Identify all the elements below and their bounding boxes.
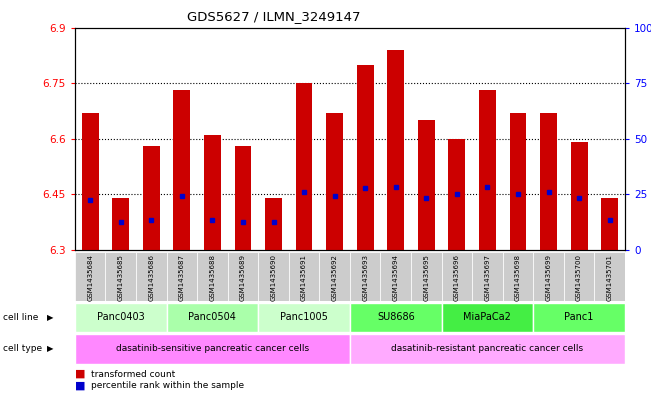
Bar <box>265 198 282 250</box>
Text: GSM1435690: GSM1435690 <box>271 254 277 301</box>
Text: GSM1435699: GSM1435699 <box>546 254 551 301</box>
Text: cell line: cell line <box>3 313 38 322</box>
Text: dasatinib-sensitive pancreatic cancer cells: dasatinib-sensitive pancreatic cancer ce… <box>116 344 309 353</box>
Bar <box>136 252 167 301</box>
Bar <box>602 198 618 250</box>
Bar <box>326 113 343 250</box>
Text: GSM1435686: GSM1435686 <box>148 254 154 301</box>
Text: Panc0504: Panc0504 <box>188 312 236 322</box>
Bar <box>350 252 380 301</box>
Bar <box>204 135 221 250</box>
Text: dasatinib-resistant pancreatic cancer cells: dasatinib-resistant pancreatic cancer ce… <box>391 344 583 353</box>
Bar <box>75 334 350 364</box>
Bar <box>82 113 98 250</box>
Text: ▶: ▶ <box>47 344 53 353</box>
Bar <box>387 50 404 250</box>
Bar <box>296 83 312 250</box>
Text: GSM1435689: GSM1435689 <box>240 254 246 301</box>
Text: SU8686: SU8686 <box>377 312 415 322</box>
Bar <box>418 120 435 250</box>
Bar <box>167 303 258 332</box>
Bar <box>143 146 159 250</box>
Bar <box>472 252 503 301</box>
Text: GSM1435684: GSM1435684 <box>87 254 93 301</box>
Text: ■: ■ <box>75 381 85 391</box>
Bar <box>357 64 374 250</box>
Bar <box>411 252 441 301</box>
Text: GSM1435691: GSM1435691 <box>301 254 307 301</box>
Bar <box>564 252 594 301</box>
Bar <box>571 142 587 250</box>
Text: Panc1: Panc1 <box>564 312 594 322</box>
Bar <box>540 113 557 250</box>
Bar <box>197 252 228 301</box>
Text: GSM1435696: GSM1435696 <box>454 254 460 301</box>
Text: GSM1435688: GSM1435688 <box>210 254 215 301</box>
Text: ▶: ▶ <box>47 313 53 322</box>
Bar <box>75 303 167 332</box>
Bar <box>228 252 258 301</box>
Text: GSM1435685: GSM1435685 <box>118 254 124 301</box>
Bar <box>167 252 197 301</box>
Bar <box>113 198 129 250</box>
Bar <box>289 252 320 301</box>
Text: GDS5627 / ILMN_3249147: GDS5627 / ILMN_3249147 <box>187 10 360 23</box>
Bar <box>441 303 533 332</box>
Bar <box>258 252 289 301</box>
Bar <box>105 252 136 301</box>
Bar <box>533 252 564 301</box>
Bar <box>441 252 472 301</box>
Bar <box>320 252 350 301</box>
Text: percentile rank within the sample: percentile rank within the sample <box>91 382 244 390</box>
Bar <box>594 252 625 301</box>
Bar <box>380 252 411 301</box>
Bar <box>350 334 625 364</box>
Text: GSM1435692: GSM1435692 <box>331 254 338 301</box>
Bar <box>350 303 441 332</box>
Bar <box>173 90 190 250</box>
Text: transformed count: transformed count <box>91 370 175 378</box>
Bar <box>258 303 350 332</box>
Text: cell type: cell type <box>3 344 42 353</box>
Text: GSM1435700: GSM1435700 <box>576 254 582 301</box>
Text: GSM1435695: GSM1435695 <box>423 254 429 301</box>
Bar <box>234 146 251 250</box>
Text: Panc0403: Panc0403 <box>97 312 145 322</box>
Text: GSM1435701: GSM1435701 <box>607 254 613 301</box>
Bar <box>503 252 533 301</box>
Text: GSM1435694: GSM1435694 <box>393 254 399 301</box>
Text: Panc1005: Panc1005 <box>280 312 328 322</box>
Bar <box>449 139 465 250</box>
Bar <box>533 303 625 332</box>
Text: ■: ■ <box>75 369 85 379</box>
Text: MiaPaCa2: MiaPaCa2 <box>464 312 512 322</box>
Text: GSM1435687: GSM1435687 <box>179 254 185 301</box>
Text: GSM1435698: GSM1435698 <box>515 254 521 301</box>
Text: GSM1435697: GSM1435697 <box>484 254 490 301</box>
Bar <box>479 90 496 250</box>
Text: GSM1435693: GSM1435693 <box>362 254 368 301</box>
Bar <box>510 113 527 250</box>
Bar <box>75 252 105 301</box>
